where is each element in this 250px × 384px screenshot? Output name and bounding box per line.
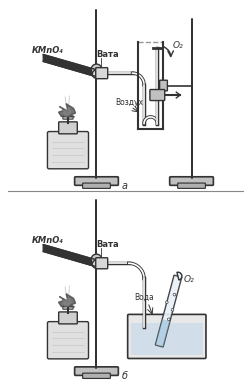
Circle shape (92, 70, 101, 78)
FancyBboxPatch shape (96, 68, 108, 79)
FancyBboxPatch shape (96, 258, 108, 269)
FancyBboxPatch shape (48, 132, 88, 169)
Text: б: б (122, 371, 128, 381)
Circle shape (166, 301, 168, 304)
Polygon shape (58, 294, 76, 307)
FancyBboxPatch shape (170, 177, 214, 185)
FancyBboxPatch shape (63, 116, 73, 119)
Circle shape (171, 308, 174, 311)
Polygon shape (43, 245, 96, 266)
FancyBboxPatch shape (150, 89, 165, 101)
Circle shape (173, 293, 176, 296)
Text: КMnO₄: КMnO₄ (32, 236, 64, 245)
FancyBboxPatch shape (59, 122, 77, 134)
Text: Вата: Вата (96, 50, 119, 59)
Text: КMnO₄: КMnO₄ (32, 46, 64, 55)
FancyBboxPatch shape (131, 323, 203, 356)
Circle shape (91, 254, 102, 265)
FancyBboxPatch shape (82, 183, 110, 189)
Text: Вата: Вата (96, 240, 119, 249)
FancyBboxPatch shape (63, 306, 73, 309)
Circle shape (168, 318, 170, 321)
Polygon shape (43, 55, 96, 76)
FancyBboxPatch shape (59, 312, 77, 324)
FancyBboxPatch shape (82, 373, 110, 379)
Polygon shape (155, 319, 170, 347)
FancyBboxPatch shape (48, 322, 88, 359)
Wedge shape (177, 272, 182, 280)
FancyBboxPatch shape (178, 183, 206, 189)
Text: Вода: Вода (134, 293, 154, 302)
Circle shape (92, 260, 101, 268)
Polygon shape (63, 298, 71, 306)
Circle shape (91, 64, 102, 75)
Text: Воздух: Воздух (116, 98, 143, 106)
FancyBboxPatch shape (75, 177, 118, 185)
Text: O₂: O₂ (184, 275, 194, 284)
Text: O₂: O₂ (172, 41, 183, 50)
Polygon shape (63, 108, 71, 116)
FancyBboxPatch shape (75, 367, 118, 376)
Polygon shape (58, 104, 76, 117)
Text: а: а (122, 181, 128, 191)
FancyBboxPatch shape (160, 80, 168, 91)
Polygon shape (155, 275, 182, 347)
FancyBboxPatch shape (128, 314, 206, 359)
